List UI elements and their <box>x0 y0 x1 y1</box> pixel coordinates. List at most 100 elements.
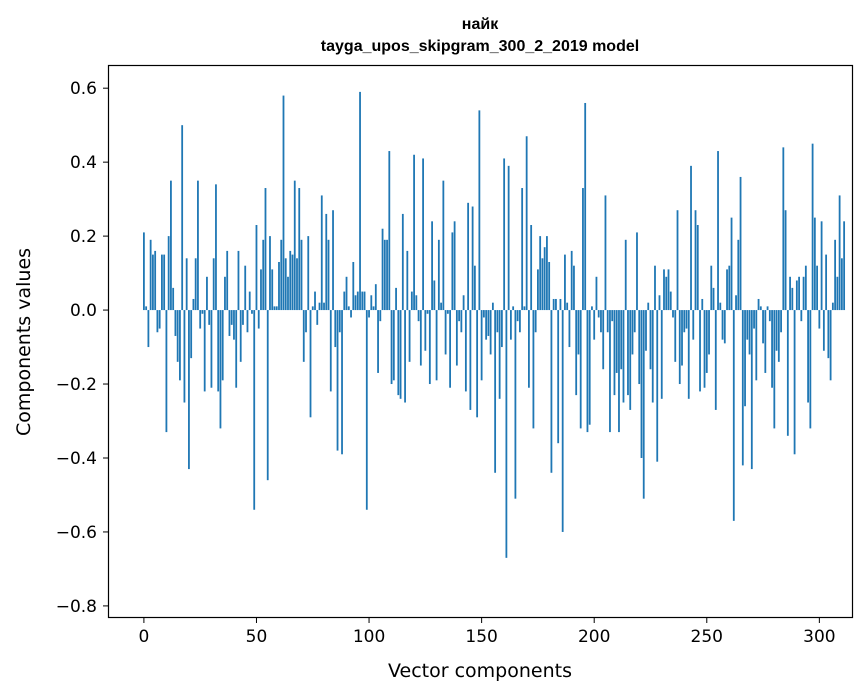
bar <box>669 291 672 311</box>
bar <box>609 310 611 433</box>
bar <box>705 310 708 373</box>
bar <box>368 310 370 318</box>
bar <box>597 310 600 318</box>
bar <box>152 254 154 311</box>
bar <box>183 310 186 403</box>
bar <box>271 269 274 311</box>
bar <box>642 310 645 499</box>
bar <box>681 310 683 366</box>
x-axis-ticks: 0 50 100 150 200 250 300 <box>138 617 836 647</box>
bar <box>503 158 506 311</box>
bar <box>206 276 208 311</box>
bar <box>791 287 794 311</box>
bar <box>408 310 411 362</box>
bar <box>840 258 843 311</box>
bar <box>300 239 303 311</box>
bar <box>273 306 276 311</box>
bar <box>239 310 242 362</box>
bar <box>199 310 202 329</box>
bar <box>269 236 271 311</box>
bar <box>383 239 386 311</box>
bar <box>676 210 679 311</box>
bar <box>365 310 368 510</box>
bar <box>386 239 388 311</box>
bar <box>147 310 150 348</box>
bar <box>825 254 828 311</box>
bar <box>237 250 240 311</box>
bar <box>172 287 175 311</box>
y-tick-label: −0.6 <box>56 523 97 543</box>
bar <box>645 310 647 351</box>
bar <box>485 310 488 340</box>
bar <box>672 310 674 318</box>
bar <box>694 210 697 311</box>
bar <box>789 276 791 311</box>
bar <box>723 310 726 344</box>
bar <box>145 306 148 311</box>
bar <box>462 295 465 311</box>
y-axis-ticks: −0.8 −0.6 −0.4 −0.2 0.0 0.2 0.4 0.6 <box>56 79 109 617</box>
bar <box>528 310 530 388</box>
x-tick-label: 0 <box>138 627 149 647</box>
bar <box>586 310 589 433</box>
bar <box>777 310 780 362</box>
y-tick-label: 0.0 <box>70 301 97 321</box>
bar <box>426 310 429 314</box>
bar <box>458 310 461 322</box>
bar <box>829 310 832 381</box>
bar <box>557 310 560 444</box>
bar <box>660 310 663 399</box>
bar <box>422 158 424 311</box>
bar <box>564 254 566 311</box>
bar <box>726 269 728 311</box>
bar <box>809 310 812 429</box>
bar <box>217 310 220 392</box>
bar <box>816 265 818 311</box>
bar <box>786 310 789 436</box>
y-tick-label: 0.4 <box>70 153 97 173</box>
bar <box>577 310 580 355</box>
bar <box>696 225 699 311</box>
bar <box>627 310 629 396</box>
bar <box>773 310 776 429</box>
y-tick-label: −0.2 <box>56 375 97 395</box>
bar <box>415 295 418 311</box>
bar <box>278 261 280 311</box>
bar <box>730 217 733 311</box>
bar <box>588 310 591 425</box>
bar <box>233 310 235 340</box>
bar <box>793 310 796 455</box>
bar <box>309 310 312 418</box>
bar <box>363 291 366 311</box>
bar <box>762 310 764 344</box>
bar <box>428 310 431 385</box>
bar <box>604 195 607 311</box>
bar <box>293 180 296 311</box>
bar <box>275 306 278 311</box>
bar <box>287 276 289 311</box>
bar <box>584 102 587 311</box>
bar <box>494 310 497 473</box>
bar <box>280 239 283 311</box>
bar <box>255 225 258 311</box>
x-tick-label: 150 <box>465 627 497 647</box>
bar <box>516 310 519 322</box>
bar <box>640 310 643 458</box>
bar <box>498 310 501 399</box>
bar <box>807 310 809 403</box>
bar <box>320 195 323 311</box>
bar <box>314 291 316 311</box>
bar <box>674 310 677 362</box>
bar <box>289 250 292 311</box>
bar <box>410 291 413 311</box>
bar <box>546 236 548 311</box>
bar <box>480 310 483 381</box>
bar <box>390 310 393 385</box>
bar <box>143 232 145 311</box>
bar <box>523 306 526 311</box>
bar <box>305 310 307 333</box>
bar <box>595 276 598 311</box>
bar <box>345 276 348 311</box>
bar <box>712 287 715 311</box>
bar <box>579 310 582 429</box>
